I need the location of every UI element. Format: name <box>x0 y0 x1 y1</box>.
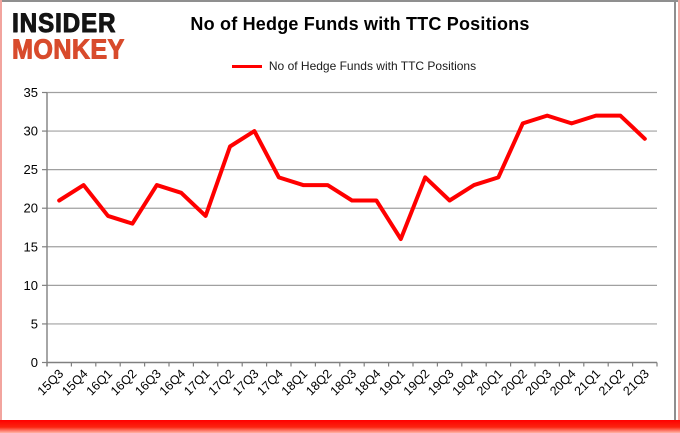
y-tick-label: 25 <box>24 162 38 177</box>
frame-right-edge <box>678 0 680 433</box>
x-tick-label-15Q3: 15Q3 <box>35 367 67 399</box>
x-tick-label-16Q2: 16Q2 <box>108 367 140 399</box>
x-tick-label-19Q1: 19Q1 <box>376 367 408 399</box>
x-tick-label-21Q3: 21Q3 <box>620 367 652 399</box>
x-tick-label-19Q2: 19Q2 <box>401 367 433 399</box>
logo-text-insider: INSIDER <box>12 8 117 39</box>
y-tick-label: 10 <box>24 278 38 293</box>
x-tick-label-20Q4: 20Q4 <box>547 367 579 399</box>
page-title: No of Hedge Funds with TTC Positions <box>190 14 530 34</box>
x-tick-label-18Q3: 18Q3 <box>328 367 360 399</box>
y-tick-label: 0 <box>31 355 38 370</box>
legend-label: No of Hedge Funds with TTC Positions <box>268 59 477 73</box>
x-tick-label-19Q4: 19Q4 <box>450 367 482 399</box>
insider-monkey-logo: INSIDER MONKEY <box>12 8 125 66</box>
x-tick-label-17Q1: 17Q1 <box>181 367 213 399</box>
legend-line-swatch <box>231 64 262 68</box>
frame-left-edge <box>0 0 2 433</box>
x-tick-label-17Q4: 17Q4 <box>254 367 286 399</box>
series-line <box>57 113 647 242</box>
y-tick-label: 5 <box>31 316 38 331</box>
x-tick-label-20Q3: 20Q3 <box>523 367 555 399</box>
x-tick-label-17Q2: 17Q2 <box>206 367 238 399</box>
logo-text-monkey: MONKEY <box>12 33 125 66</box>
frame-top-edge <box>0 0 680 2</box>
y-tick-label: 15 <box>24 239 38 254</box>
x-tick-label-21Q1: 21Q1 <box>572 367 604 399</box>
frame-right-border <box>674 0 676 420</box>
x-tick-label-18Q1: 18Q1 <box>279 367 311 399</box>
x-tick-label-18Q2: 18Q2 <box>303 367 335 399</box>
x-tick-label-16Q1: 16Q1 <box>84 367 116 399</box>
y-tick-label: 30 <box>24 124 38 139</box>
x-tick-label-15Q4: 15Q4 <box>59 367 91 399</box>
x-tick-label-21Q2: 21Q2 <box>596 367 628 399</box>
x-tick-label-16Q3: 16Q3 <box>132 367 164 399</box>
frame-bottom-red-bar <box>0 420 680 433</box>
y-tick-label: 35 <box>24 85 38 100</box>
x-tick-label-19Q3: 19Q3 <box>425 367 457 399</box>
x-tick-label-18Q4: 18Q4 <box>352 367 384 399</box>
x-tick-label-17Q3: 17Q3 <box>230 367 262 399</box>
y-tick-label: 20 <box>24 201 38 216</box>
x-tick-label-20Q2: 20Q2 <box>498 367 530 399</box>
x-tick-label-16Q4: 16Q4 <box>157 367 189 399</box>
chart-legend: No of Hedge Funds with TTC Positions <box>48 58 660 74</box>
x-tick-label-20Q1: 20Q1 <box>474 367 506 399</box>
